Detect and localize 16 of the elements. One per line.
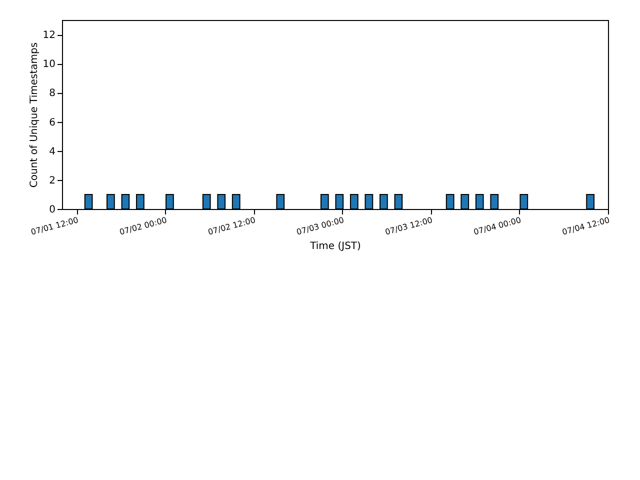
x-tick-label: 07/04 00:00: [472, 216, 522, 237]
y-tick-label: 10: [42, 59, 56, 70]
y-axis-title: Count of Unique Timestamps: [28, 42, 40, 188]
y-tick-label: 0: [49, 204, 56, 216]
x-tick-label: 07/04 12:00: [561, 216, 611, 237]
y-tick-label: 8: [49, 88, 56, 100]
x-axis-title: Time (JST): [309, 240, 362, 252]
y-tick-label: 4: [49, 146, 56, 158]
x-tick-label: 07/02 12:00: [207, 216, 256, 237]
y-tick-label: 12: [42, 30, 56, 42]
x-tick-label: 07/01 12:00: [30, 216, 80, 237]
y-tick-label: 2: [49, 175, 56, 186]
x-tick-label: 07/03 00:00: [296, 216, 345, 237]
y-tick-label: 6: [49, 117, 56, 128]
x-tick-label: 07/03 12:00: [384, 216, 434, 237]
x-tick-label: 07/02 00:00: [118, 216, 168, 237]
